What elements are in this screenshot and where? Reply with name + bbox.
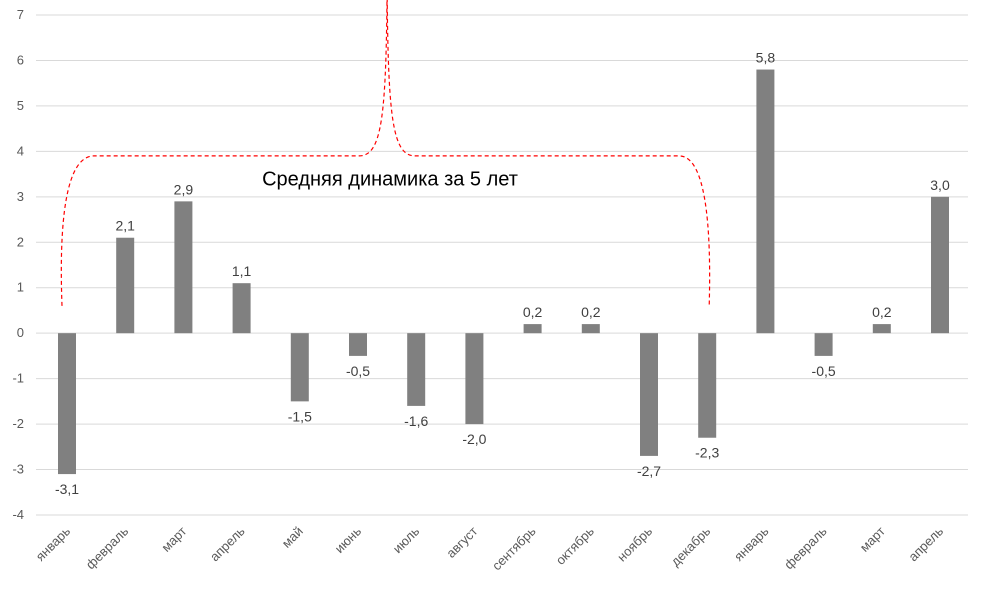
x-tick-label: сентябрь — [489, 523, 539, 573]
x-axis-tick-labels: январь февраль март апрель май июнь июль август… — [33, 523, 947, 573]
bar — [523, 324, 542, 334]
data-label: 5,8 — [756, 50, 776, 66]
x-tick-label: март — [857, 523, 888, 554]
bar — [814, 333, 833, 356]
y-tick-label: -2 — [12, 416, 24, 431]
y-tick-label: 4 — [17, 143, 24, 158]
y-tick-label: 3 — [17, 189, 24, 204]
data-label: -0,5 — [812, 363, 836, 379]
x-tick-label: август — [443, 523, 480, 560]
data-label: 0,2 — [523, 304, 543, 320]
x-tick-label: апрель — [905, 523, 946, 564]
data-label: -2,0 — [462, 431, 486, 447]
y-tick-label: -1 — [12, 371, 24, 386]
annotation-bracket — [60, 0, 711, 306]
bar — [58, 333, 76, 475]
y-tick-label: -3 — [12, 462, 24, 477]
bars — [58, 69, 949, 475]
bar — [465, 333, 484, 425]
data-label: -2,7 — [637, 463, 661, 479]
bar — [872, 324, 891, 334]
data-label: -3,1 — [55, 481, 79, 497]
x-tick-label: февраль — [781, 523, 830, 572]
bar — [116, 237, 135, 334]
x-tick-label: май — [279, 524, 306, 551]
y-tick-label: 5 — [17, 98, 24, 113]
bar — [756, 69, 775, 334]
bar — [581, 324, 600, 334]
bar — [698, 333, 717, 438]
data-label: 0,2 — [581, 304, 601, 320]
y-tick-label: 6 — [17, 52, 24, 67]
x-tick-label: декабрь — [668, 523, 714, 569]
bar — [640, 333, 658, 456]
x-tick-label: январь — [731, 523, 772, 564]
data-label: 0,2 — [872, 304, 892, 320]
x-tick-label: июнь — [332, 523, 365, 556]
x-tick-label: март — [158, 523, 189, 554]
x-tick-label: апрель — [207, 523, 248, 564]
data-label: 2,9 — [174, 181, 194, 197]
x-tick-label: ноябрь — [614, 523, 655, 564]
data-label: -1,6 — [404, 413, 428, 429]
data-label: 2,1 — [115, 218, 135, 234]
data-label: -1,5 — [288, 408, 312, 424]
bar — [174, 201, 193, 334]
y-tick-label: 1 — [17, 280, 24, 295]
y-tick-label: 0 — [17, 325, 24, 340]
data-label: -0,5 — [346, 363, 370, 379]
y-axis-tick-labels: 7 6 5 4 3 2 1 0 -1 -2 -3 -4 — [12, 7, 24, 522]
bar — [290, 333, 309, 402]
y-tick-label: 2 — [17, 234, 24, 249]
data-label: 3,0 — [930, 177, 950, 193]
data-labels: -3,1 2,1 2,9 1,1 -1,5 -0,5 -1,6 -2,0 0,2 0,2 -2,7 -… — [55, 50, 950, 498]
data-label: 1,1 — [232, 263, 252, 279]
y-tick-label: 7 — [17, 7, 24, 22]
x-tick-label: январь — [33, 523, 74, 564]
bar — [232, 283, 251, 334]
bar — [349, 333, 367, 356]
x-tick-label: октябрь — [553, 523, 597, 567]
data-label: -2,3 — [695, 445, 719, 461]
y-tick-label: -4 — [12, 507, 24, 522]
x-tick-label: февраль — [83, 523, 132, 572]
bar — [931, 196, 949, 334]
annotation-text: Средняя динамика за 5 лет — [262, 168, 518, 190]
bar — [407, 333, 426, 406]
x-tick-label: июль — [390, 523, 423, 556]
